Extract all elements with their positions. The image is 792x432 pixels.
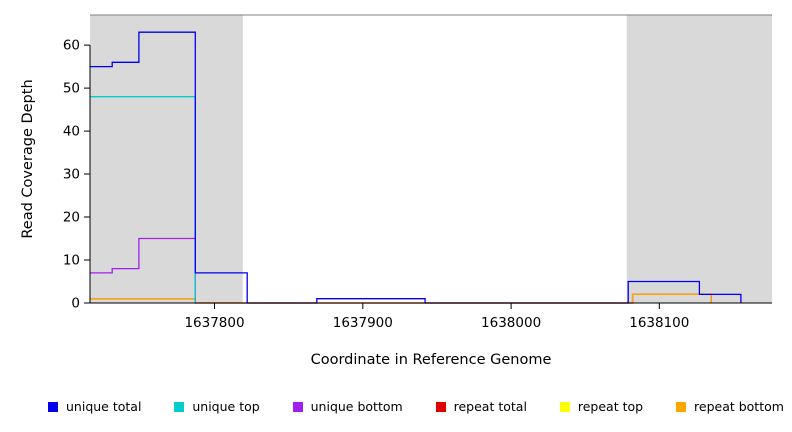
legend-swatch [559, 401, 570, 412]
legend-item-repeat-top: repeat top [559, 399, 644, 414]
shaded-region [626, 15, 772, 303]
legend-label: repeat bottom [694, 399, 784, 414]
legend-swatch [292, 401, 303, 412]
coverage-chart: 1637800 1637900 1638000 1638100 0 10 20 30 40 50 6… [63, 14, 772, 331]
legend-item-unique-bottom: unique bottom [292, 399, 403, 414]
y-tick-label: 50 [63, 81, 80, 97]
legend-item-repeat-bottom: repeat bottom [676, 399, 784, 414]
legend-item-unique-total: unique total [48, 399, 141, 414]
legend-item-unique-top: unique top [174, 399, 260, 414]
legend-label: unique bottom [310, 399, 403, 414]
y-tick-label: 30 [63, 167, 80, 183]
legend-item-repeat-total: repeat total [435, 399, 527, 414]
y-axis-label: Read Coverage Depth [20, 79, 36, 239]
x-tick-label: 1637900 [333, 315, 393, 331]
x-tick-label: 1638100 [629, 315, 689, 331]
shaded-region [90, 15, 243, 303]
legend-swatch [174, 401, 185, 412]
y-tick-label: 10 [63, 253, 80, 269]
legend-label: repeat top [577, 399, 644, 414]
legend-swatch [48, 401, 58, 412]
y-tick-label: 0 [71, 296, 80, 312]
legend-swatch [676, 401, 687, 412]
y-tick-label: 20 [63, 210, 80, 226]
x-tick-label: 1638000 [481, 315, 541, 331]
legend: unique total unique top unique bottom repea… [48, 399, 784, 414]
legend-label: unique total [66, 399, 142, 414]
x-axis-label: Coordinate in Reference Genome [310, 352, 552, 368]
legend-swatch [435, 401, 446, 412]
y-tick-label: 60 [63, 38, 80, 54]
x-tick-label: 1637800 [184, 315, 244, 331]
y-tick-label: 40 [63, 124, 80, 140]
legend-label: unique top [192, 399, 260, 414]
legend-label: repeat total [453, 399, 527, 414]
